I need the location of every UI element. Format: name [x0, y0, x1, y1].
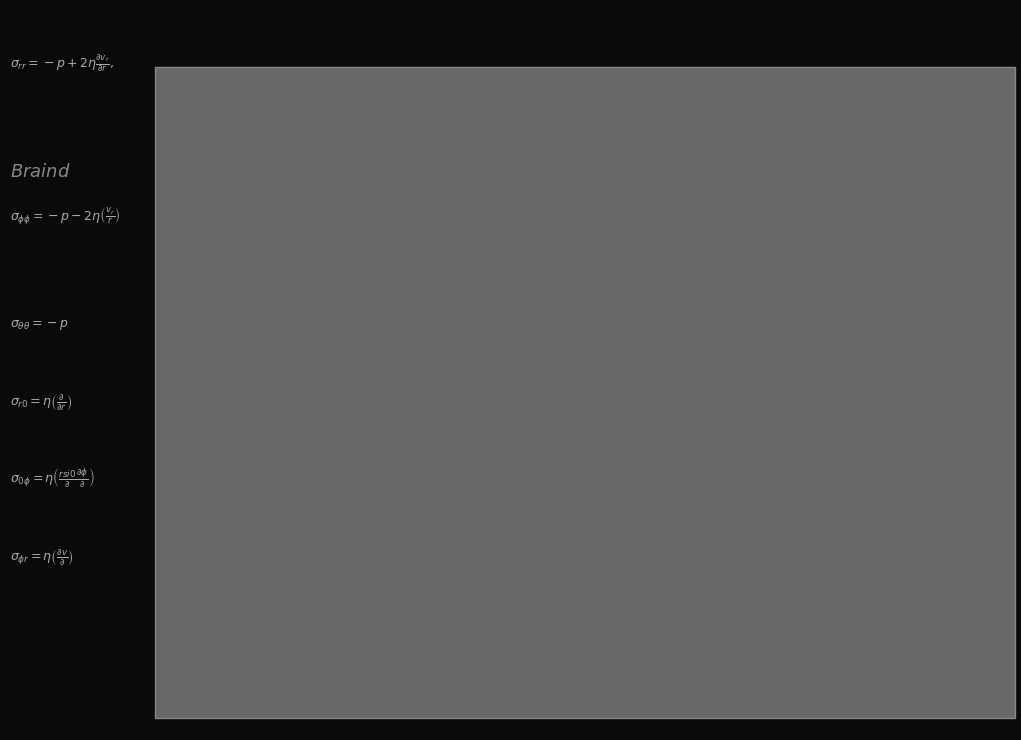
Text: $\sigma_{\phi r} = \eta\left(\frac{\partial v}{\partial}\right)$: $\sigma_{\phi r} = \eta\left(\frac{\part… — [10, 548, 75, 568]
Text: $\sigma_{r0} = \eta\left(\frac{\partial}{\partial r}\right)$: $\sigma_{r0} = \eta\left(\frac{\partial}… — [10, 392, 72, 413]
Text: WBC Effect on Hemodynamic Resistance: WBC Effect on Hemodynamic Resistance — [285, 90, 885, 117]
Text: Moulden
Anoxia
Spectra
Syndromes: Moulden Anoxia Spectra Syndromes — [926, 182, 1004, 240]
Text: $\sigma_{rr} = -p + 2\eta\frac{\partial v_r}{\partial r},$: $\sigma_{rr} = -p + 2\eta\frac{\partial … — [10, 52, 114, 74]
Text: $\sigma_{\theta\theta} = -p$: $\sigma_{\theta\theta} = -p$ — [10, 318, 69, 332]
Text: $\sigma_{\phi\phi} = -p - 2\eta\left(\frac{v_r}{r}\right)$: $\sigma_{\phi\phi} = -p - 2\eta\left(\fr… — [10, 207, 120, 227]
Text: WBC:
White Blood Cell: WBC: White Blood Cell — [665, 197, 779, 225]
X-axis label: TIME (min): TIME (min) — [404, 699, 488, 713]
Text: As few as 10 WBCs
adhering per 100 microns
of venule length can result
in a two-: As few as 10 WBCs adhering per 100 micro… — [673, 477, 896, 580]
Y-axis label: NUMBER WBCs
ADHERING per 100 um: NUMBER WBCs ADHERING per 100 um — [192, 221, 213, 340]
Text: $Braind$: $Braind$ — [10, 163, 70, 181]
Text: $\sigma_{0\phi} = \eta\left(\frac{rsi0}{\partial}\frac{\partial\phi}{\partial}\r: $\sigma_{0\phi} = \eta\left(\frac{rsi0}{… — [10, 466, 95, 489]
Y-axis label: RESISTANCE: RESISTANCE — [197, 510, 210, 596]
Text: MASS
ANOXIA
Zones: MASS ANOXIA Zones — [822, 188, 882, 234]
Text: As the number of WBCs
adhering to the walls of
venules increases, the
resistance: As the number of WBCs adhering to the wa… — [673, 221, 871, 324]
